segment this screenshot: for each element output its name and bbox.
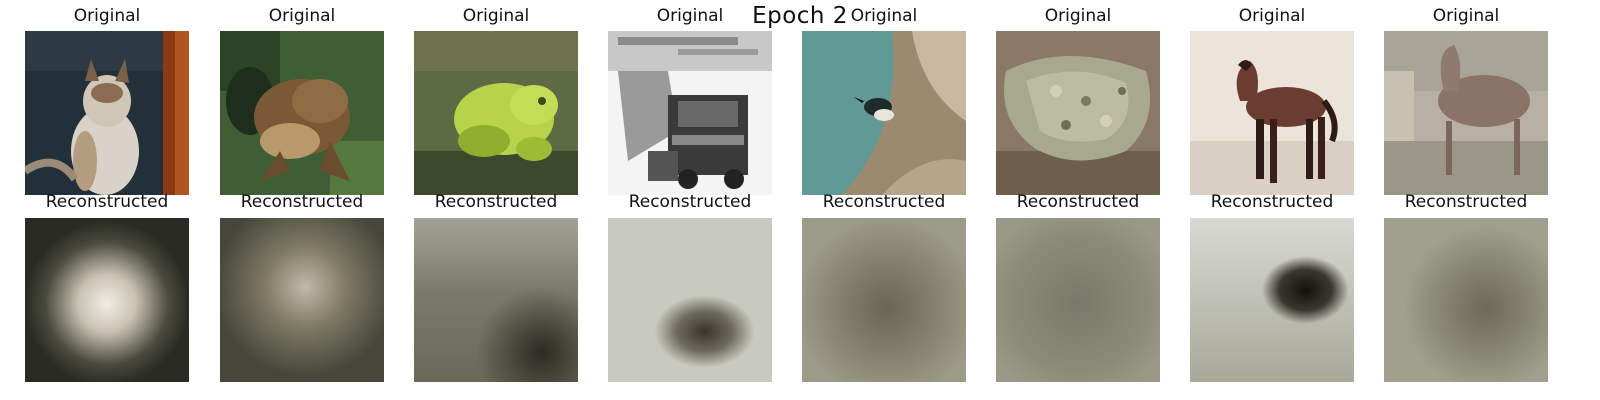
- reconstructed-image: [608, 218, 772, 382]
- original-image: [802, 31, 966, 195]
- original-image: [608, 31, 772, 195]
- original-label: Original: [73, 6, 141, 26]
- original-image: [996, 31, 1160, 195]
- original-image: [1190, 31, 1354, 195]
- original-label: Original: [462, 6, 530, 26]
- original-image: [1384, 31, 1548, 195]
- reconstructed-image: [1190, 218, 1354, 382]
- original-image: [220, 31, 384, 195]
- reconstructed-label: Reconstructed: [434, 192, 558, 212]
- reconstructed-image: [996, 218, 1160, 382]
- original-label: Original: [1044, 6, 1112, 26]
- reconstructed-label: Reconstructed: [628, 192, 752, 212]
- reconstructed-label: Reconstructed: [1016, 192, 1140, 212]
- reconstructed-label: Reconstructed: [240, 192, 364, 212]
- original-label: Original: [850, 6, 918, 26]
- reconstructed-label: Reconstructed: [45, 192, 169, 212]
- reconstructed-image: [802, 218, 966, 382]
- original-label: Original: [656, 6, 724, 26]
- original-label: Original: [1432, 6, 1500, 26]
- reconstructed-image: [25, 218, 189, 382]
- reconstructed-image: [414, 218, 578, 382]
- reconstructed-image: [220, 218, 384, 382]
- original-image: [414, 31, 578, 195]
- original-image: [25, 31, 189, 195]
- reconstructed-label: Reconstructed: [1210, 192, 1334, 212]
- original-label: Original: [1238, 6, 1306, 26]
- original-label: Original: [268, 6, 336, 26]
- reconstructed-label: Reconstructed: [822, 192, 946, 212]
- reconstructed-label: Reconstructed: [1404, 192, 1528, 212]
- reconstructed-image: [1384, 218, 1548, 382]
